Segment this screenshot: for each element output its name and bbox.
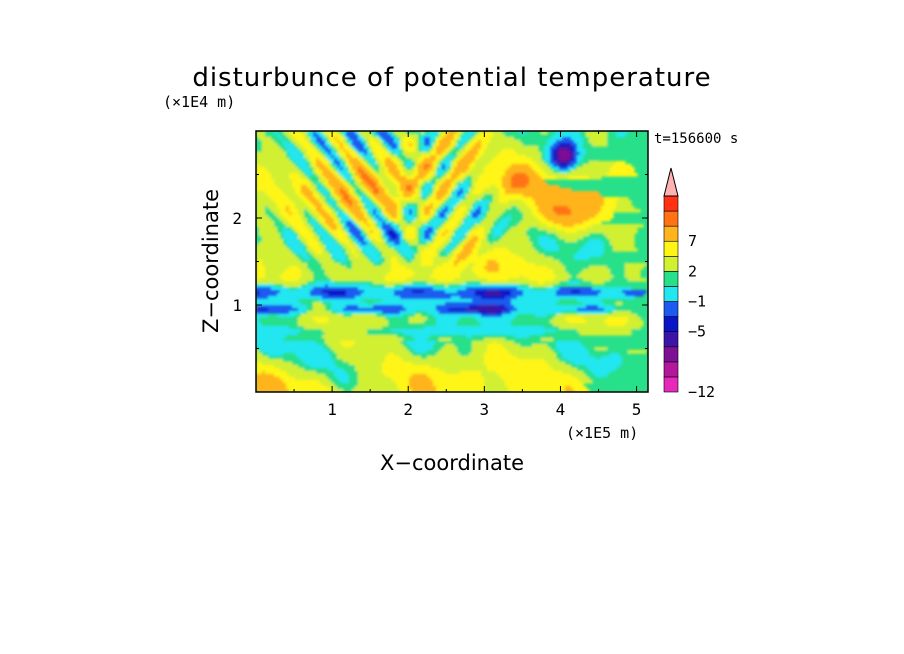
colorbar-label: −5 [688, 323, 706, 341]
colorbar-label: −1 [688, 293, 706, 311]
colorbar-bin [663, 301, 679, 317]
colorbar-bin [663, 240, 679, 257]
x-tick-label: 3 [480, 400, 490, 419]
y-unit-label: (×1E4 m) [163, 93, 235, 111]
x-tick-label: 5 [632, 400, 642, 419]
contour-field [256, 131, 647, 392]
colorbar-bin [663, 210, 679, 227]
colorbar-bin [663, 331, 679, 348]
x-tick-label: 1 [327, 400, 337, 419]
plot-area [256, 131, 648, 392]
axis-ticks: 1 2 3 4 5 1 2 [232, 131, 648, 419]
y-axis-label: Z−coordinate [199, 189, 223, 333]
colorbar-bin [663, 286, 679, 302]
y-tick-label: 1 [232, 296, 242, 315]
chart-title: disturbunce of potential temperature [192, 63, 711, 93]
colorbar-arrow [663, 167, 679, 197]
colorbar-bin [663, 225, 679, 242]
colorbar-label: −12 [688, 383, 715, 401]
x-unit-label: (×1E5 m) [566, 424, 638, 442]
colorbar-bin [663, 256, 679, 272]
y-tick-label: 2 [232, 209, 242, 228]
x-tick-label: 2 [403, 400, 413, 419]
time-label: t=156600 s [654, 131, 738, 147]
colorbar-label: 7 [688, 232, 697, 250]
colorbar-bin [663, 195, 679, 212]
colorbar-bin [663, 361, 679, 378]
colorbar-bin [663, 346, 679, 363]
colorbar-label: 2 [688, 262, 697, 280]
colorbar-bin [663, 271, 679, 287]
colorbar-bin [663, 316, 679, 332]
colorbar-bin [663, 376, 679, 393]
x-tick-label: 4 [556, 400, 566, 419]
x-axis-label: X−coordinate [380, 451, 524, 475]
colorbar: 7 2 −1 −5 −12 [663, 167, 715, 401]
